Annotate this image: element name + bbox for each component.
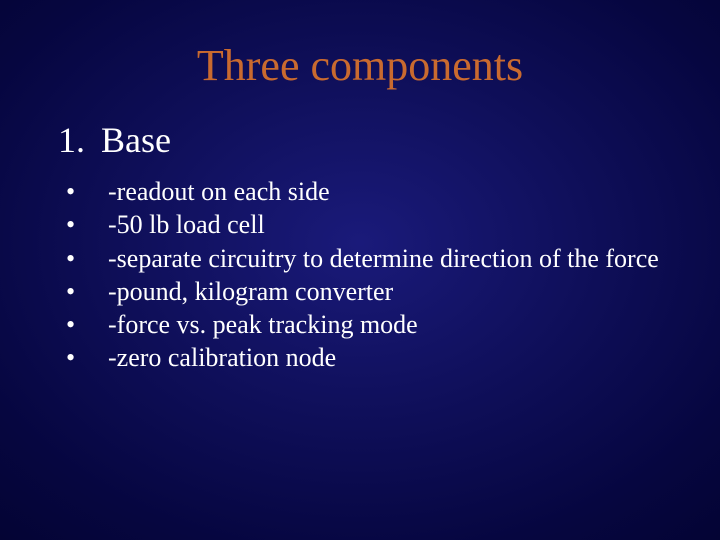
bullet-icon: •	[66, 308, 75, 341]
list-item: • -separate circuitry to determine direc…	[60, 242, 670, 275]
section-number: 1.	[58, 120, 85, 160]
bullet-list: • -readout on each side • -50 lb load ce…	[60, 175, 670, 375]
list-item: • -force vs. peak tracking mode	[60, 308, 670, 341]
slide-title: Three components	[50, 30, 670, 91]
bullet-text: -separate circuitry to determine directi…	[108, 244, 659, 273]
list-item: • -50 lb load cell	[60, 208, 670, 241]
list-item: • -pound, kilogram converter	[60, 275, 670, 308]
bullet-text: -pound, kilogram converter	[108, 277, 393, 306]
list-item: • -readout on each side	[60, 175, 670, 208]
bullet-icon: •	[66, 175, 75, 208]
list-item: • -zero calibration node	[60, 341, 670, 374]
bullet-icon: •	[66, 242, 75, 275]
bullet-text: -zero calibration node	[108, 343, 336, 372]
slide: Three components 1. Base • -readout on e…	[0, 0, 720, 540]
bullet-icon: •	[66, 275, 75, 308]
bullet-icon: •	[66, 341, 75, 374]
section-label: Base	[101, 120, 171, 160]
bullet-icon: •	[66, 208, 75, 241]
section-heading: 1. Base	[58, 119, 670, 161]
bullet-text: -50 lb load cell	[108, 210, 265, 239]
bullet-text: -force vs. peak tracking mode	[108, 310, 418, 339]
bullet-text: -readout on each side	[108, 177, 330, 206]
